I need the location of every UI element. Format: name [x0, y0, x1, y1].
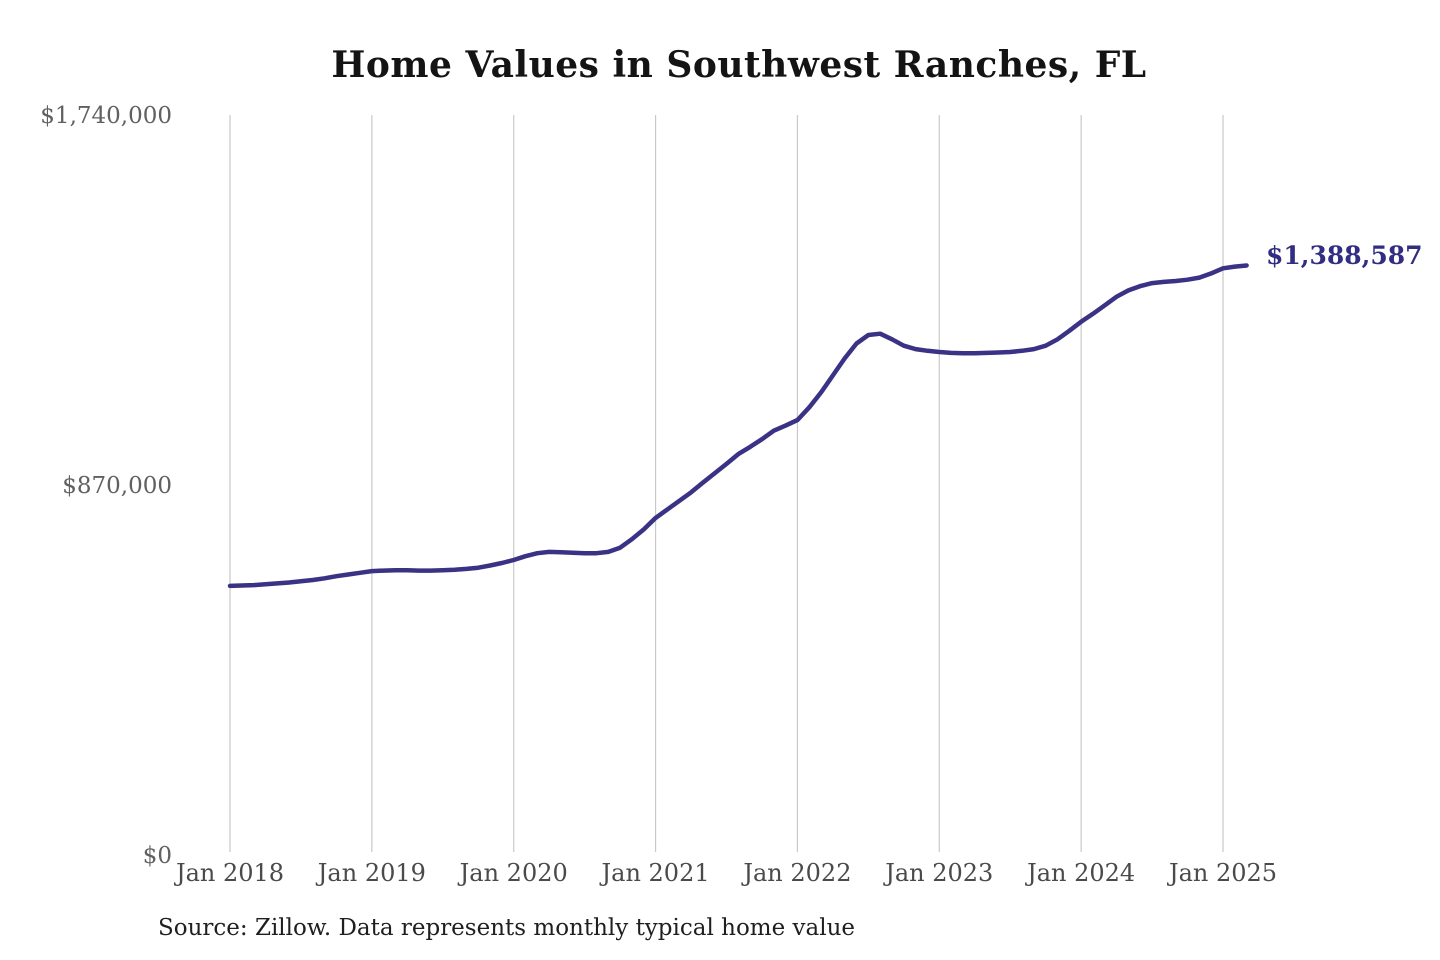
x-tick-label: Jan 2025 — [1168, 859, 1278, 887]
y-axis-tick-label-zero: $0 — [142, 843, 172, 869]
x-tick-label: Jan 2018 — [175, 859, 285, 887]
x-tick-label: Jan 2023 — [885, 859, 994, 887]
source-attribution: Source: Zillow. Data represents monthly … — [158, 915, 856, 941]
x-tick-label: Jan 2022 — [743, 859, 852, 887]
x-tick-label: Jan 2019 — [317, 859, 426, 887]
y-axis-tick-label-middle: $870,000 — [62, 473, 172, 499]
x-tick-label: Jan 2024 — [1027, 859, 1136, 887]
y-axis-tick-label-top: $1,740,000 — [40, 103, 172, 129]
x-tick-label: Jan 2020 — [459, 859, 568, 887]
latest-value-label: $1,388,587 — [1266, 241, 1423, 270]
x-tick-label: Jan 2021 — [601, 859, 710, 887]
chart-title: Home Values in Southwest Ranches, FL — [331, 44, 1147, 86]
home-value-series-line — [227, 263, 1249, 589]
